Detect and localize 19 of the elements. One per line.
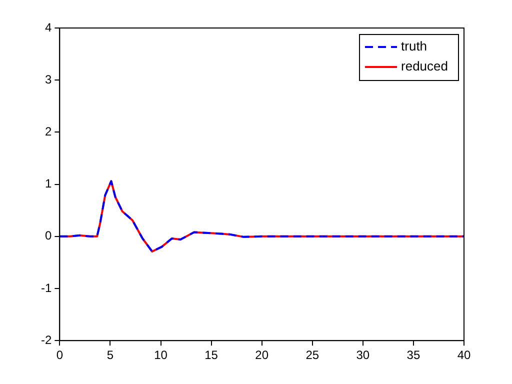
y-tick-label: 4 — [44, 20, 52, 34]
x-tick-label: 0 — [56, 348, 64, 362]
x-tick-label: 40 — [457, 348, 471, 362]
x-tick-label: 30 — [356, 348, 370, 362]
legend-label: truth — [401, 38, 428, 54]
y-tick-label: 0 — [44, 228, 52, 243]
y-tick-label: 1 — [44, 176, 52, 191]
x-tick-label: 20 — [255, 348, 269, 362]
x-tick-label: 10 — [154, 348, 168, 362]
y-tick-label: 2 — [44, 124, 52, 139]
y-tick-label: 3 — [44, 72, 52, 86]
x-tick-label: 35 — [406, 348, 420, 362]
x-tick-label: 5 — [106, 348, 114, 362]
x-tick-label: 15 — [204, 348, 218, 362]
x-tick-label: 25 — [306, 348, 320, 362]
legend-label: reduced — [401, 58, 448, 74]
line-series — [60, 180, 464, 253]
y-tick-label: -1 — [41, 280, 52, 295]
y-tick-label: -2 — [41, 332, 52, 347]
